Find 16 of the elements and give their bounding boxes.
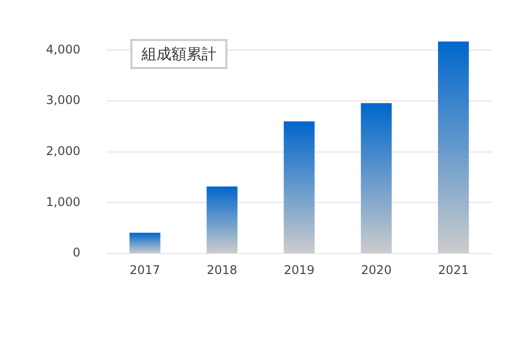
x-tick-label: 2021: [438, 262, 469, 277]
y-tick-label: 2,000: [46, 144, 80, 158]
bar: [206, 186, 238, 254]
y-tick-label: 3,000: [46, 93, 80, 108]
x-tick-label: 2019: [284, 262, 314, 277]
bar: [360, 103, 392, 254]
y-tick-label: 4,000: [46, 42, 80, 56]
text: 組成額累計: [140, 44, 216, 63]
x-tick-label: 2018: [206, 262, 238, 277]
bar: [129, 232, 160, 254]
x-tick-label: 2017: [130, 262, 160, 277]
y-tick-label: 0: [72, 246, 80, 260]
bar: [438, 42, 469, 254]
x-tick-label: 2020: [361, 262, 392, 277]
bar: [284, 121, 315, 254]
y-tick-label: 1,000: [46, 194, 80, 209]
